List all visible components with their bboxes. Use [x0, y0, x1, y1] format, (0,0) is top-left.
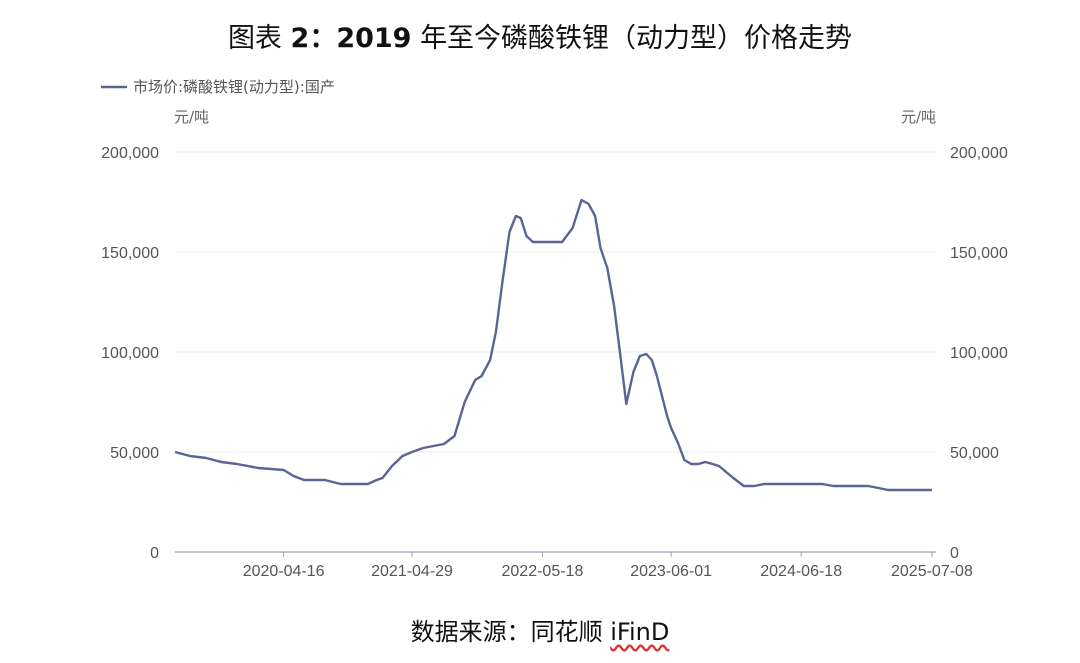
source-note: 数据来源：同花顺 iFinD: [0, 612, 1080, 647]
y-tick-label-right: 150,000: [950, 245, 1008, 262]
figure-title-number: 2：2019: [290, 23, 412, 54]
x-tick-label: 2022-05-18: [502, 563, 584, 580]
y-tick-label-right: 0: [950, 545, 959, 562]
y-unit-left: 元/吨: [174, 108, 209, 126]
y-unit-right: 元/吨: [901, 108, 936, 126]
source-label: 数据来源：同花顺: [410, 618, 603, 646]
x-tick-label: 2024-06-18: [760, 563, 842, 580]
y-tick-label-left: 0: [150, 545, 159, 562]
price-line-chart: 市场价:磷酸铁锂(动力型):国产 元/吨 元/吨 0 50,000 100,000 1…: [101, 78, 1008, 580]
y-tick-label-right: 200,000: [950, 145, 1008, 162]
legend-label: 市场价:磷酸铁锂(动力型):国产: [133, 78, 335, 96]
y-tick-label-left: 150,000: [101, 245, 159, 262]
figure-title-prefix: 图表: [227, 23, 282, 54]
y-tick-label-left: 50,000: [110, 445, 159, 462]
figure-title: 图表 2：2019 年至今磷酸铁锂（动力型）价格走势: [0, 16, 1080, 55]
gridlines: [175, 151, 936, 453]
series-line: [174, 198, 932, 492]
y-tick-label-right: 100,000: [950, 345, 1008, 362]
x-tick-label: 2020-04-16: [243, 563, 325, 580]
x-tick-label: 2025-07-08: [891, 563, 973, 580]
x-tick-label: 2023-06-01: [630, 563, 712, 580]
source-brand: iFinD: [610, 618, 670, 646]
figure-title-rest: 年至今磷酸铁锂（动力型）价格走势: [420, 23, 853, 54]
x-axis: 2020-04-16 2021-04-29 2022-05-18 2023-06-01…: [243, 552, 973, 580]
y-axis-left: 0 50,000 100,000 150,000 200,000: [101, 145, 159, 562]
legend: 市场价:磷酸铁锂(动力型):国产: [101, 78, 335, 96]
y-axis-right: 0 50,000 100,000 150,000 200,000: [950, 145, 1008, 562]
x-tick-label: 2021-04-29: [371, 563, 453, 580]
y-tick-label-right: 50,000: [950, 445, 999, 462]
y-tick-label-left: 200,000: [101, 145, 159, 162]
y-tick-label-left: 100,000: [101, 345, 159, 362]
